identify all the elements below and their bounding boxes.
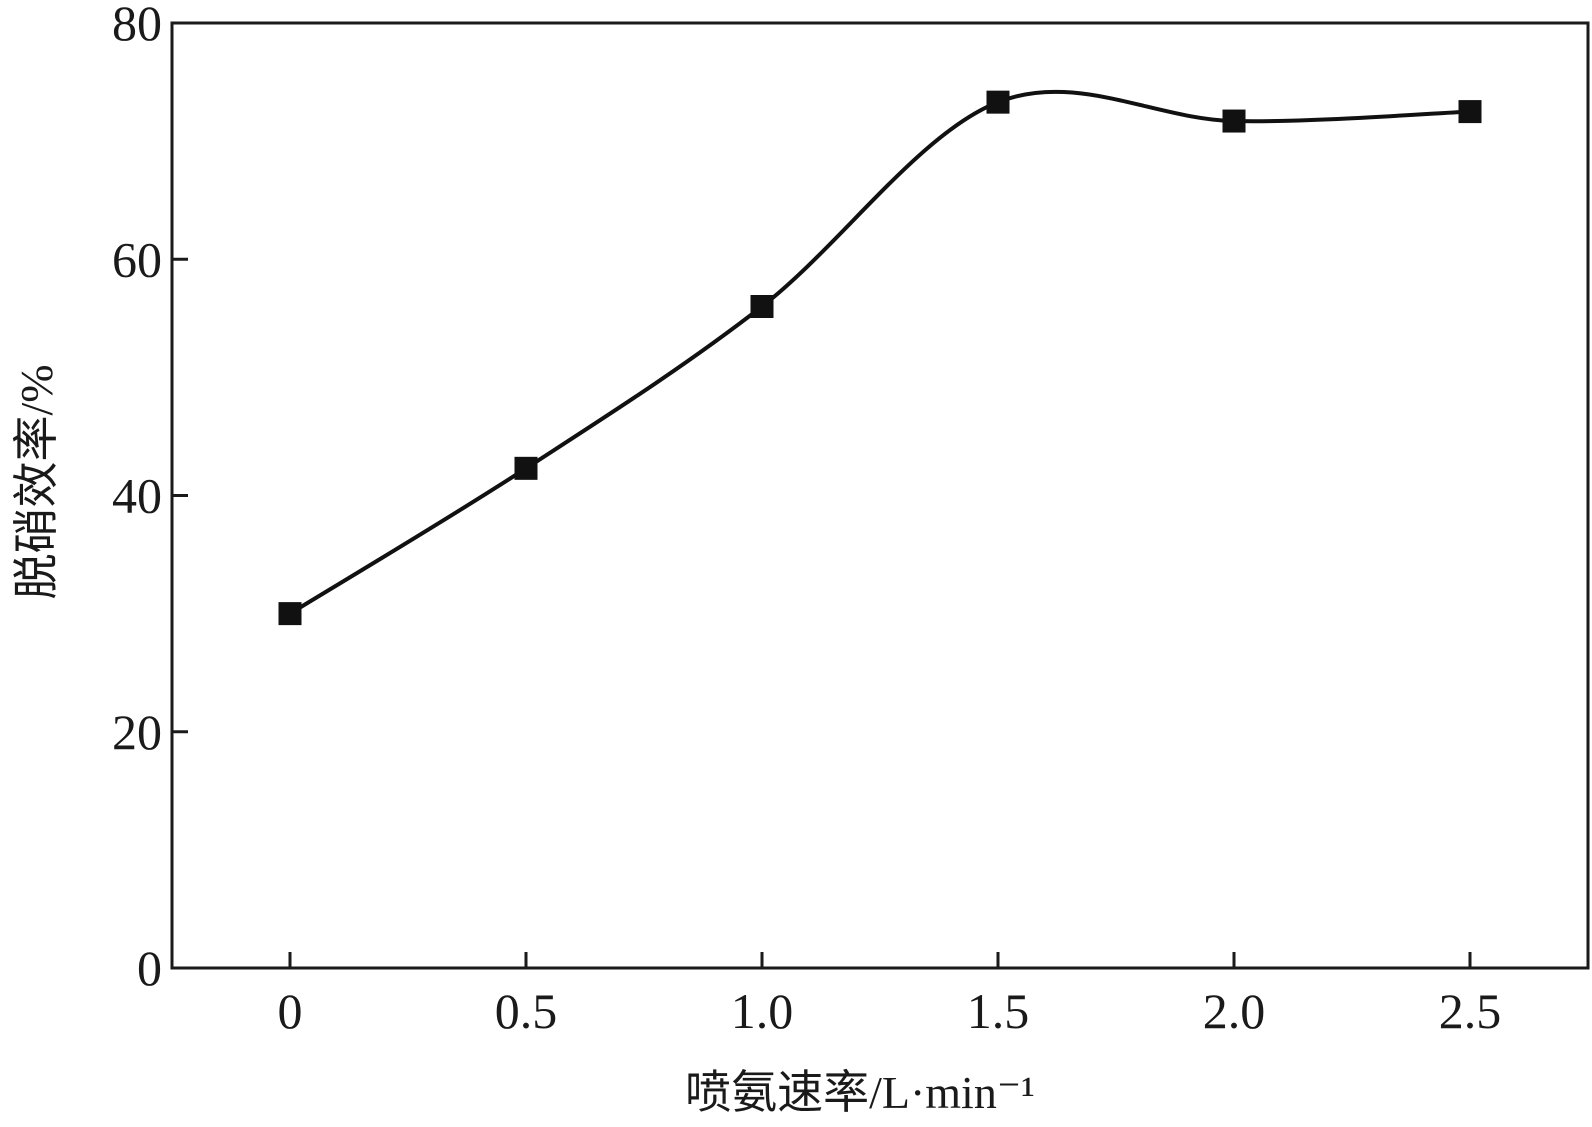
x-axis: 0 0.5 1.0 1.5 2.0 2.5 [278, 952, 1502, 1039]
x-tick-label: 0.5 [495, 983, 558, 1039]
y-tick-label: 60 [112, 231, 162, 287]
y-tick-label: 0 [137, 940, 162, 996]
plot-frame [170, 21, 1590, 970]
x-tick-label: 2.5 [1439, 983, 1502, 1039]
x-tick-label: 1.0 [731, 983, 794, 1039]
y-tick-label: 40 [112, 468, 162, 524]
x-tick-label: 0 [278, 983, 303, 1039]
data-point [514, 456, 538, 480]
x-axis-title: 喷氨速率/L·min⁻¹ [685, 1067, 1035, 1118]
data-markers [278, 90, 1482, 626]
x-tick-label: 1.5 [967, 983, 1030, 1039]
y-tick-label: 80 [112, 0, 162, 51]
y-axis: 0 20 40 60 80 [112, 0, 188, 996]
data-point [1222, 109, 1246, 133]
data-point [750, 295, 774, 318]
data-point [278, 602, 302, 626]
series-line [288, 89, 1471, 616]
y-axis-title: 脱硝效率/% [11, 364, 62, 599]
data-point [986, 90, 1010, 114]
x-tick-label: 2.0 [1203, 983, 1266, 1039]
data-point [1458, 100, 1482, 124]
y-tick-label: 20 [112, 704, 162, 760]
